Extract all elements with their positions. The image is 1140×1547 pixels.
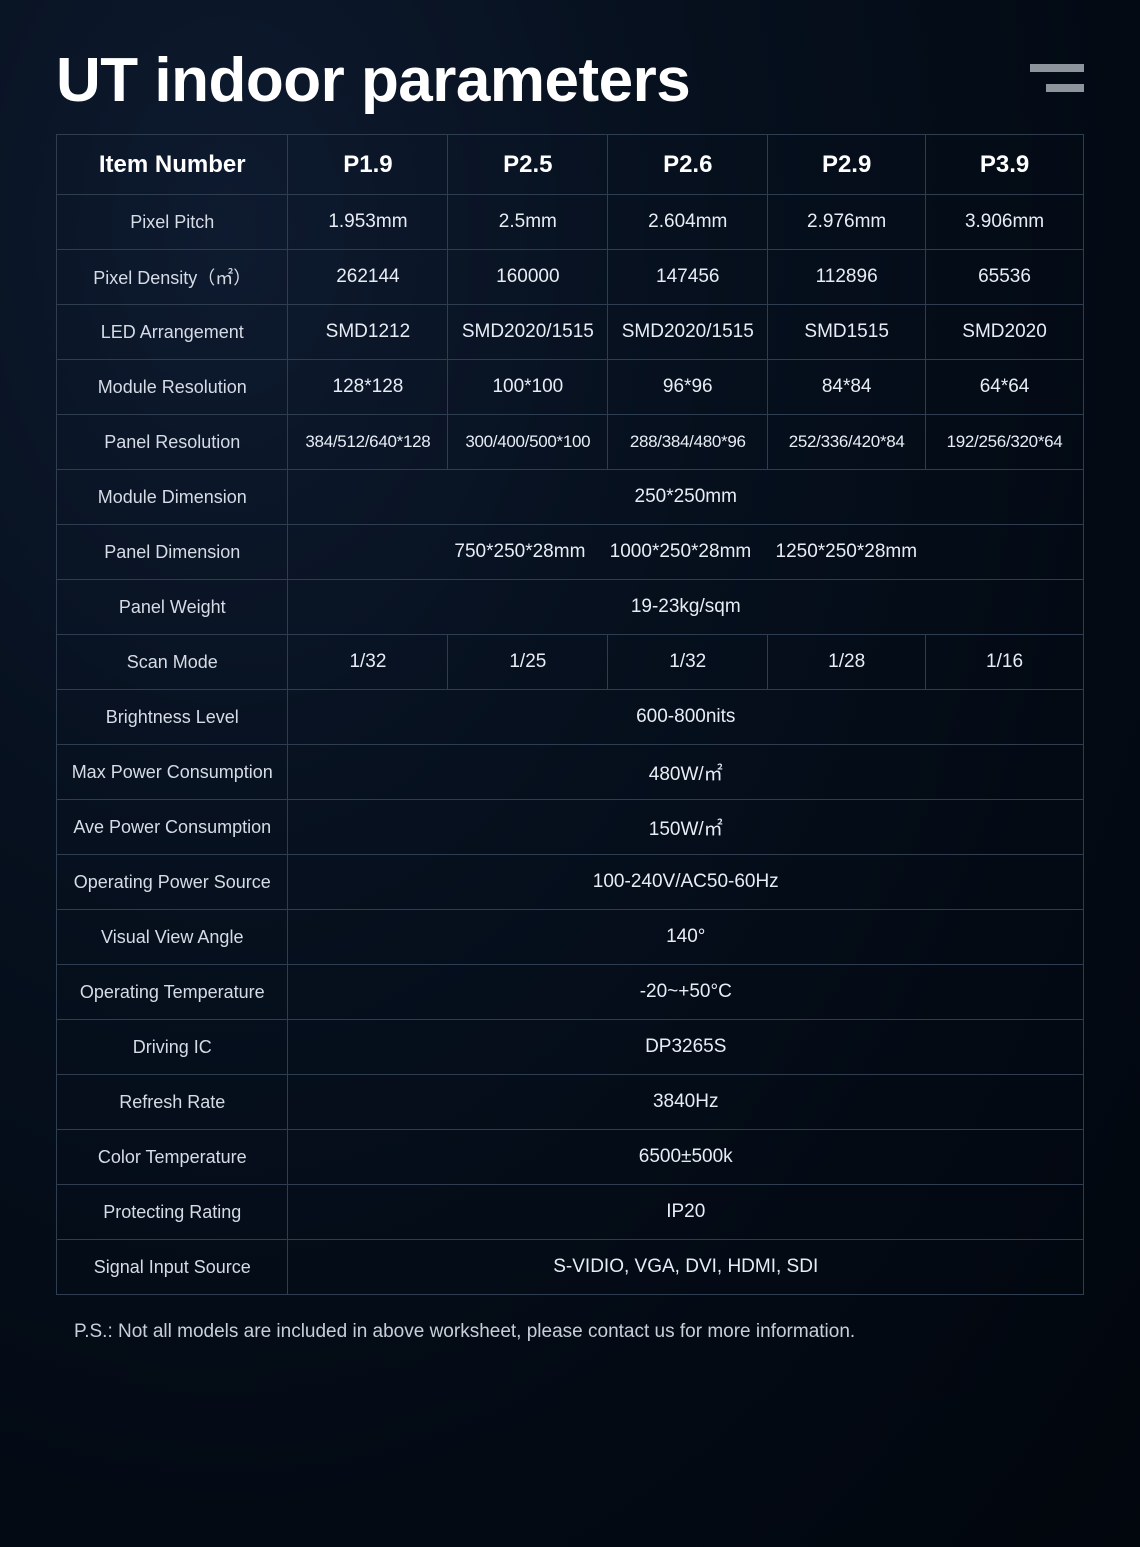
cell: 1.953mm: [288, 195, 448, 250]
footnote: P.S.: Not all models are included in abo…: [74, 1321, 1084, 1343]
row-span-cell: 3840Hz: [288, 1075, 1084, 1130]
table-row: Driving ICDP3265S: [57, 1020, 1084, 1075]
row-label: Module Dimension: [57, 470, 288, 525]
row-span-cell: 600-800nits: [288, 690, 1084, 745]
table-row: Signal Input SourceS-VIDIO, VGA, DVI, HD…: [57, 1240, 1084, 1295]
cell: SMD1212: [288, 305, 448, 360]
row-span-cell: DP3265S: [288, 1020, 1084, 1075]
cell: 252/336/420*84: [768, 415, 926, 470]
cell: 1/16: [926, 635, 1084, 690]
cell: SMD2020/1515: [448, 305, 608, 360]
row-span-cell: S-VIDIO, VGA, DVI, HDMI, SDI: [288, 1240, 1084, 1295]
row-label: Panel Weight: [57, 580, 288, 635]
table-row: Scan Mode1/321/251/321/281/16: [57, 635, 1084, 690]
row-span-cell: 140°: [288, 910, 1084, 965]
row-label: Operating Power Source: [57, 855, 288, 910]
row-label: Module Resolution: [57, 360, 288, 415]
row-span-cell: -20~+50°C: [288, 965, 1084, 1020]
table-row: Max Power Consumption480W/㎡: [57, 745, 1084, 800]
table-row: Color Temperature6500±500k: [57, 1130, 1084, 1185]
table-row: Pixel Density（㎡）262144160000147456112896…: [57, 250, 1084, 305]
row-span-cell: 250*250mm: [288, 470, 1084, 525]
cell: 2.5mm: [448, 195, 608, 250]
cell: 384/512/640*128: [288, 415, 448, 470]
cell: SMD2020/1515: [608, 305, 768, 360]
cell: 147456: [608, 250, 768, 305]
page-title: UT indoor parameters: [56, 50, 690, 112]
cell: SMD1515: [768, 305, 926, 360]
row-label: Panel Dimension: [57, 525, 288, 580]
header-col-0: P1.9: [288, 135, 448, 195]
row-label: Protecting Rating: [57, 1185, 288, 1240]
cell: 3.906mm: [926, 195, 1084, 250]
row-span-cell: IP20: [288, 1185, 1084, 1240]
table-row: LED ArrangementSMD1212SMD2020/1515SMD202…: [57, 305, 1084, 360]
row-span-cell: 480W/㎡: [288, 745, 1084, 800]
row-label: Pixel Pitch: [57, 195, 288, 250]
cell: 112896: [768, 250, 926, 305]
table-row: Brightness Level600-800nits: [57, 690, 1084, 745]
table-row: Panel Resolution384/512/640*128300/400/5…: [57, 415, 1084, 470]
row-span-cell: 100-240V/AC50-60Hz: [288, 855, 1084, 910]
table-row: Panel Dimension750*250*28mm 1000*250*28m…: [57, 525, 1084, 580]
cell: 100*100: [448, 360, 608, 415]
table-row: Panel Weight19-23kg/sqm: [57, 580, 1084, 635]
table-row: Module Resolution128*128100*10096*9684*8…: [57, 360, 1084, 415]
table-row: Visual View Angle140°: [57, 910, 1084, 965]
header-col-2: P2.6: [608, 135, 768, 195]
header-col-3: P2.9: [768, 135, 926, 195]
row-span-cell: 150W/㎡: [288, 800, 1084, 855]
row-label: Refresh Rate: [57, 1075, 288, 1130]
cell: 288/384/480*96: [608, 415, 768, 470]
header-col-4: P3.9: [926, 135, 1084, 195]
row-label: Visual View Angle: [57, 910, 288, 965]
row-label: Driving IC: [57, 1020, 288, 1075]
cell: 300/400/500*100: [448, 415, 608, 470]
row-span-cell: 19-23kg/sqm: [288, 580, 1084, 635]
cell: 192/256/320*64: [926, 415, 1084, 470]
row-label: Scan Mode: [57, 635, 288, 690]
table-row: Protecting RatingIP20: [57, 1185, 1084, 1240]
cell: 128*128: [288, 360, 448, 415]
row-span-cell: 6500±500k: [288, 1130, 1084, 1185]
table-row: Refresh Rate3840Hz: [57, 1075, 1084, 1130]
cell: 160000: [448, 250, 608, 305]
cell: 64*64: [926, 360, 1084, 415]
cell: 96*96: [608, 360, 768, 415]
cell: 1/25: [448, 635, 608, 690]
header: UT indoor parameters: [56, 50, 1084, 112]
cell: 1/32: [608, 635, 768, 690]
table-row: Pixel Pitch1.953mm2.5mm2.604mm2.976mm3.9…: [57, 195, 1084, 250]
row-label: Panel Resolution: [57, 415, 288, 470]
row-label: Ave Power Consumption: [57, 800, 288, 855]
table-row: Operating Temperature-20~+50°C: [57, 965, 1084, 1020]
row-label: Max Power Consumption: [57, 745, 288, 800]
header-item-number: Item Number: [57, 135, 288, 195]
row-label: Operating Temperature: [57, 965, 288, 1020]
spec-table: Item Number P1.9 P2.5 P2.6 P2.9 P3.9 Pix…: [56, 134, 1084, 1295]
row-label: LED Arrangement: [57, 305, 288, 360]
cell: 2.604mm: [608, 195, 768, 250]
cell: 1/28: [768, 635, 926, 690]
table-row: Module Dimension250*250mm: [57, 470, 1084, 525]
cell: 65536: [926, 250, 1084, 305]
row-label: Signal Input Source: [57, 1240, 288, 1295]
row-label: Pixel Density（㎡）: [57, 250, 288, 305]
menu-icon[interactable]: [1030, 64, 1084, 92]
row-span-cell: 750*250*28mm 1000*250*28mm 1250*250*28mm: [288, 525, 1084, 580]
table-row: Ave Power Consumption150W/㎡: [57, 800, 1084, 855]
row-label: Brightness Level: [57, 690, 288, 745]
cell: 2.976mm: [768, 195, 926, 250]
cell: 262144: [288, 250, 448, 305]
table-header-row: Item Number P1.9 P2.5 P2.6 P2.9 P3.9: [57, 135, 1084, 195]
header-col-1: P2.5: [448, 135, 608, 195]
cell: 84*84: [768, 360, 926, 415]
row-label: Color Temperature: [57, 1130, 288, 1185]
cell: SMD2020: [926, 305, 1084, 360]
table-row: Operating Power Source100-240V/AC50-60Hz: [57, 855, 1084, 910]
cell: 1/32: [288, 635, 448, 690]
table-body: Pixel Pitch1.953mm2.5mm2.604mm2.976mm3.9…: [57, 195, 1084, 1295]
